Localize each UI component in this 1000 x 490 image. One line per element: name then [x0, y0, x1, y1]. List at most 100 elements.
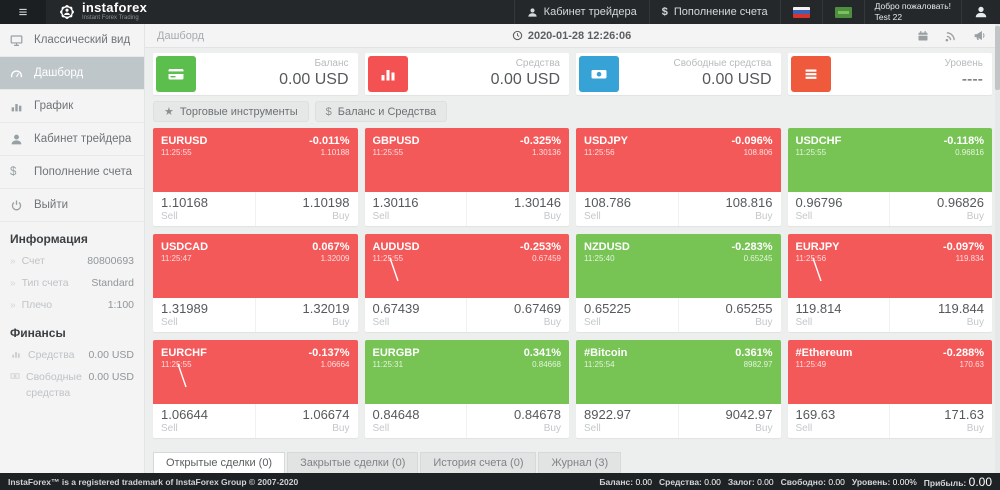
card-label: Свободные средства [673, 57, 772, 69]
tab[interactable]: Журнал (3) [538, 452, 622, 473]
language-russian-flag[interactable] [779, 0, 822, 24]
quote-time: 11:25:49 [795, 360, 827, 370]
buy-button[interactable]: 9042.97 Buy [677, 404, 781, 438]
trader-cabinet-link[interactable]: Кабинет трейдера [513, 0, 649, 24]
quote-prices: 0.96796 Sell 0.96826 Buy [788, 192, 993, 226]
sell-label: Sell [584, 422, 601, 434]
finance-label: Средства [28, 349, 75, 362]
last-price: 0.84668 [532, 360, 561, 370]
footer-stat: Уровень: 0.00% [851, 476, 917, 487]
quote-tile[interactable]: EURUSD -0.011% 11:25:55 1.10188 [153, 128, 358, 226]
tab[interactable]: Открытые сделки (0) [153, 452, 286, 473]
quote-tile[interactable]: #Ethereum -0.288% 11:25:49 170.63 [787, 340, 992, 438]
quote-tile[interactable]: NZDUSD -0.283% 11:25:40 0.65245 [576, 234, 781, 332]
balance-funds-button[interactable]: $ Баланс и Средства [314, 101, 448, 122]
body: Классический вид Дашборд График Кабинет … [0, 24, 1000, 473]
change-percent: -0.137% [308, 347, 350, 359]
sell-label: Sell [795, 210, 813, 222]
buy-button[interactable]: 0.67469 Buy [466, 298, 569, 332]
last-price: 119.834 [955, 254, 984, 264]
credit-card-icon [156, 56, 196, 92]
buy-button[interactable]: 0.65255 Buy [677, 298, 781, 332]
tab[interactable]: Закрытые сделки (0) [287, 452, 419, 473]
quote-tile[interactable]: USDCHF -0.118% 11:25:55 0.96816 [787, 128, 993, 226]
buy-button[interactable]: 1.32019 Buy [254, 298, 358, 332]
buy-label: Buy [755, 422, 773, 434]
info-value: Standard [91, 276, 134, 289]
quote-tile[interactable]: USDJPY -0.096% 11:25:56 108.806 [576, 128, 781, 226]
quote-tile[interactable]: GBPUSD -0.325% 11:25:55 1.30136 [364, 128, 569, 226]
trading-instruments-button[interactable]: ★ Торговые инструменты [153, 101, 309, 122]
welcome-text: Добро пожаловать! [874, 1, 951, 12]
buy-label: Buy [966, 316, 984, 328]
quote-tile[interactable]: USDCAD 0.067% 11:25:47 1.32009 [153, 234, 358, 332]
buy-button[interactable]: 0.96826 Buy [889, 192, 992, 226]
sell-price: 1.06644 [161, 407, 208, 423]
sell-button[interactable]: 0.84648 Sell [365, 404, 467, 438]
sell-button[interactable]: 1.31989 Sell [153, 298, 255, 332]
quote-time: 11:25:55 [372, 148, 404, 158]
quote-tile-header: #Ethereum -0.288% 11:25:49 170.63 [787, 340, 992, 404]
sell-button[interactable]: 0.65225 Sell [576, 298, 678, 332]
quote-tile[interactable]: #Bitcoin 0.361% 11:25:54 8982.97 [576, 340, 781, 438]
buy-button[interactable]: 171.63 Buy [889, 404, 992, 438]
sidebar-item-chart[interactable]: График [0, 90, 144, 123]
sell-button[interactable]: 8922.97 Sell [576, 404, 678, 438]
sell-button[interactable]: 1.06644 Sell [153, 404, 255, 438]
calendar-icon[interactable] [917, 29, 929, 42]
change-percent: -0.283% [731, 241, 773, 253]
sell-button[interactable]: 119.814 Sell [788, 298, 890, 332]
sparkline [811, 257, 822, 282]
sell-button[interactable]: 1.30116 Sell [365, 192, 467, 226]
buy-button[interactable]: 119.844 Buy [889, 298, 992, 332]
bottom-tabs: Открытые сделки (0) Закрытые сделки (0) … [145, 450, 1000, 473]
quote-prices: 1.31989 Sell 1.32019 Buy [153, 298, 358, 332]
megaphone-icon[interactable] [973, 29, 986, 42]
quote-tile-header: NZDUSD -0.283% 11:25:40 0.65245 [576, 234, 781, 298]
buy-button[interactable]: 1.10198 Buy [254, 192, 358, 226]
sidebar-item-dashboard[interactable]: Дашборд [0, 57, 144, 90]
sidebar-item-logout[interactable]: Выйти [0, 189, 144, 222]
avatar-button[interactable] [961, 0, 1000, 24]
sell-button[interactable]: 169.63 Sell [788, 404, 890, 438]
quote-tile[interactable]: EURCHF -0.137% 11:25:55 1.06664 [153, 340, 358, 438]
quote-tile-header: USDCAD 0.067% 11:25:47 1.32009 [153, 234, 358, 298]
buy-button[interactable]: 0.84678 Buy [466, 404, 569, 438]
quote-prices: 1.10168 Sell 1.10198 Buy [153, 192, 358, 226]
pair-name: AUDUSD [372, 241, 420, 253]
banknote-icon [579, 56, 619, 92]
buy-label: Buy [966, 210, 984, 222]
footer-stat: Средства: 0.00 [658, 476, 721, 487]
quotes-grid: EURUSD -0.011% 11:25:55 1.10188 [153, 128, 992, 438]
deposit-link[interactable]: $ Пополнение счета [648, 0, 780, 24]
sell-label: Sell [161, 316, 178, 328]
list-icon [790, 56, 831, 92]
sell-price: 8922.97 [584, 407, 631, 423]
sell-button[interactable]: 0.67439 Sell [365, 298, 467, 332]
sell-button[interactable]: 0.96796 Sell [788, 192, 890, 226]
rss-feed-icon[interactable] [945, 29, 957, 42]
tab[interactable]: История счета (0) [420, 452, 537, 473]
gear-bull-logo-icon [58, 3, 76, 21]
card-label: Средства [515, 57, 560, 69]
info-value: 1:100 [107, 298, 134, 311]
sidebar-item-trader-cabinet[interactable]: Кабинет трейдера [0, 123, 144, 156]
vertical-scrollbar[interactable] [995, 24, 1000, 473]
sell-button[interactable]: 1.10168 Sell [153, 192, 255, 226]
sidebar: Классический вид Дашборд График Кабинет … [0, 24, 145, 473]
sidebar-item-deposit[interactable]: $ Пополнение счета [0, 156, 144, 189]
hamburger-menu-icon[interactable]: ≡ [0, 0, 46, 24]
sell-button[interactable]: 108.786 Sell [576, 192, 678, 226]
quote-tile[interactable]: EURJPY -0.097% 11:25:56 119.834 [787, 234, 992, 332]
sidebar-item-classic-view[interactable]: Классический вид [0, 24, 144, 57]
language-second-flag[interactable] [821, 0, 864, 24]
buy-button[interactable]: 1.30146 Buy [466, 192, 569, 226]
finance-row-equity: Средства 0.00 USD [0, 345, 144, 367]
quote-tile[interactable]: AUDUSD -0.253% 11:25:55 0.67459 [364, 234, 569, 332]
pair-name: GBPUSD [372, 135, 420, 147]
scrollbar-thumb[interactable] [995, 26, 1000, 90]
quote-tile[interactable]: EURGBP 0.341% 11:25:31 0.84668 [364, 340, 569, 438]
buy-button[interactable]: 1.06674 Buy [254, 404, 358, 438]
top-bar: ≡ instaforex Instant Forex Trading Кабин… [0, 0, 1000, 24]
buy-button[interactable]: 108.816 Buy [677, 192, 781, 226]
